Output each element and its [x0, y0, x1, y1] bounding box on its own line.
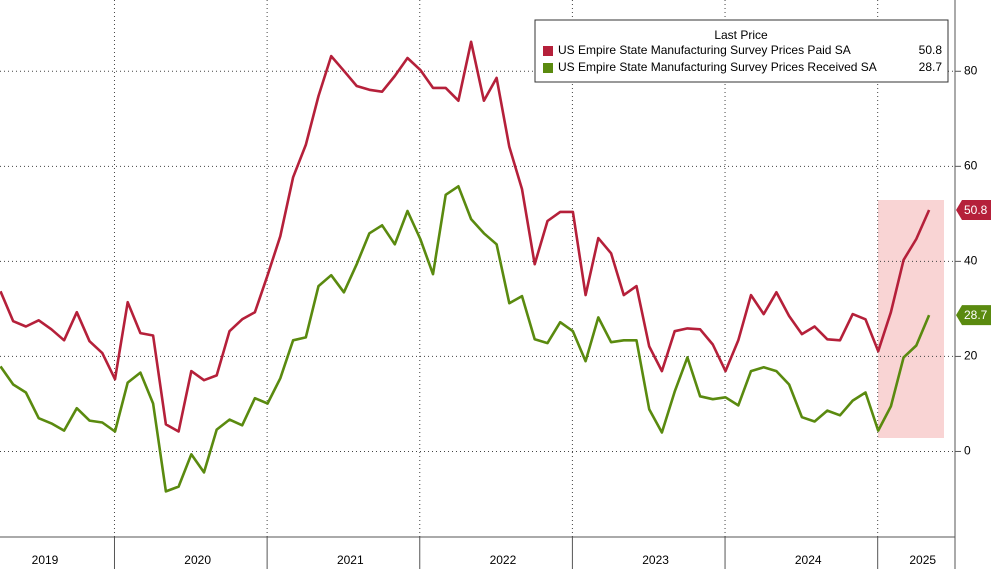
series-line [0, 40, 931, 433]
legend-value: 50.8 [919, 43, 943, 57]
legend-title: Last Price [714, 28, 768, 42]
last-value-label: 28.7 [964, 308, 988, 322]
legend: Last Price [534, 19, 949, 83]
legend-swatch [543, 63, 553, 73]
x-tick-label: 2022 [490, 553, 517, 567]
legend-swatch [543, 46, 553, 56]
y-tick-label: 60 [964, 158, 978, 172]
x-tick-label: 2025 [909, 553, 936, 567]
last-value-label: 50.8 [964, 203, 988, 217]
legend-label: US Empire State Manufacturing Survey Pri… [558, 43, 851, 57]
series-line [0, 185, 931, 493]
y-tick-label: 40 [964, 254, 978, 268]
legend-value: 28.7 [919, 60, 943, 74]
x-tick-label: 2019 [32, 553, 59, 567]
y-tick-label: 80 [964, 63, 978, 77]
last-value-tag [956, 200, 991, 221]
x-tick-label: 2024 [795, 553, 822, 567]
y-tick-label: 20 [964, 349, 978, 363]
legend-box [534, 19, 949, 83]
y-tick-label: 0 [964, 444, 971, 458]
x-tick-label: 2020 [184, 553, 211, 567]
legend-label: US Empire State Manufacturing Survey Pri… [558, 60, 877, 74]
x-tick-label: 2023 [642, 553, 669, 567]
last-value-tag [956, 305, 991, 326]
x-tick-label: 2021 [337, 553, 364, 567]
